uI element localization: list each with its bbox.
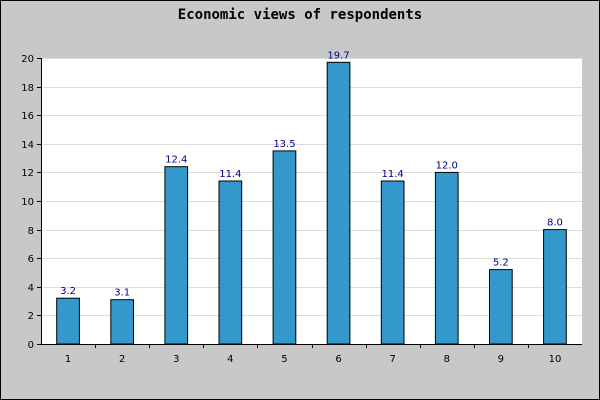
y-tick-labels: 0 2 4 6 8 10 12 14 16 18 20: [21, 54, 34, 351]
y-tick-label: 16: [21, 111, 34, 122]
y-tick-label: 4: [28, 283, 34, 294]
bar: [326, 61, 351, 345]
data-label: 12.4: [165, 155, 187, 166]
data-label: 13.5: [273, 139, 295, 150]
x-tick-label: 7: [389, 354, 395, 365]
x-tick-label: 10: [549, 354, 562, 365]
y-tick-label: 8: [28, 226, 34, 237]
y-tick-label: 0: [28, 340, 34, 351]
y-tick-label: 6: [28, 254, 34, 265]
y-tick-label: 12: [21, 168, 34, 179]
x-tick-label: 5: [281, 354, 287, 365]
data-label: 5.2: [493, 258, 509, 269]
data-label: 8.0: [547, 218, 563, 229]
x-tick-label: 2: [119, 354, 125, 365]
bar: [489, 269, 513, 345]
y-tick-label: 14: [21, 140, 34, 151]
bar: [380, 180, 405, 345]
x-tick-label: 1: [65, 354, 71, 365]
data-label: 12.0: [436, 160, 458, 171]
y-tick-label: 2: [28, 311, 34, 322]
data-label: 11.4: [219, 169, 241, 180]
bar: [164, 166, 189, 345]
bar: [543, 229, 567, 345]
data-label: 11.4: [382, 169, 404, 180]
x-tick-label: 8: [444, 354, 450, 365]
data-label: 19.7: [327, 50, 349, 61]
x-tick-label: 9: [498, 354, 504, 365]
data-labels: 3.2 3.1 12.4 11.4 13.5 19.7 11.4 12.0 5.2 8.0: [60, 50, 563, 298]
bar: [218, 180, 243, 345]
bars: [56, 61, 567, 345]
chart-title: Economic views of respondents: [178, 7, 422, 23]
bar: [110, 299, 135, 345]
gridlines: [41, 58, 582, 316]
data-label: 3.1: [114, 288, 130, 299]
x-tick-label: 4: [227, 354, 233, 365]
y-tick-label: 10: [21, 197, 34, 208]
x-tick-label: 6: [335, 354, 341, 365]
y-tick-label: 18: [21, 83, 34, 94]
x-tick-label: 3: [173, 354, 179, 365]
axes: [37, 58, 582, 348]
x-tick-labels: 1 2 3 4 5 6 7 8 9 10: [65, 354, 561, 365]
y-tick-label: 20: [21, 54, 34, 65]
bar: [56, 297, 80, 345]
bar: [272, 150, 297, 345]
data-label: 3.2: [60, 286, 76, 297]
bar: [434, 171, 459, 345]
